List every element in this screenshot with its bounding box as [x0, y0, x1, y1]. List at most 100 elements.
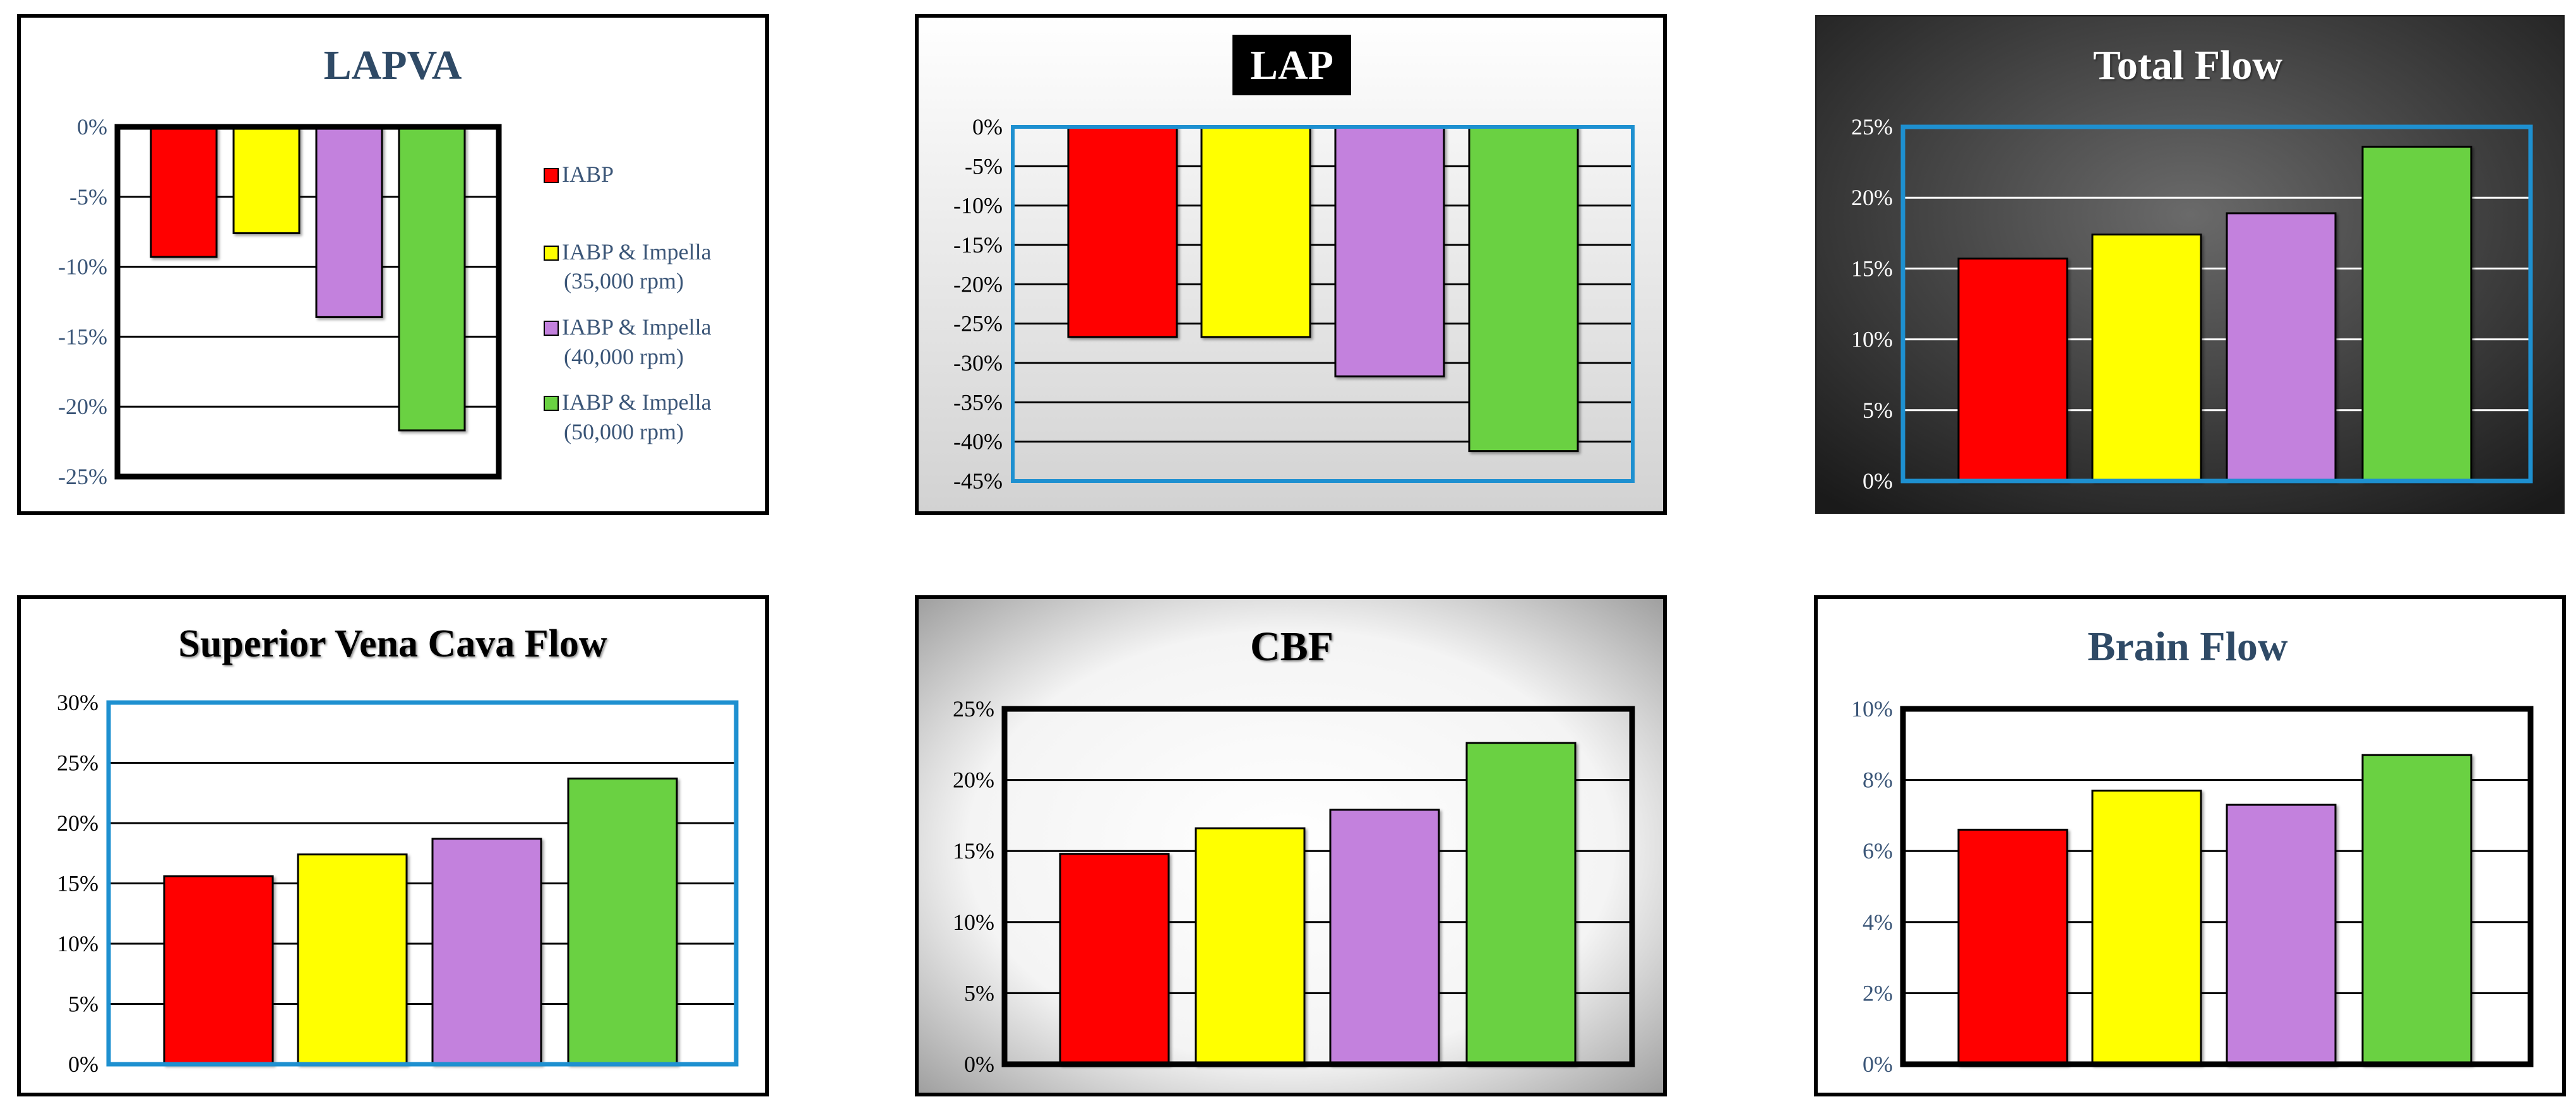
cbf-plot-area: [1001, 706, 1635, 1067]
lap-tick-label: -5%: [965, 153, 1003, 179]
total-flow-tick-label: 25%: [1851, 114, 1893, 140]
brain-flow-tick-label: 2%: [1863, 980, 1893, 1006]
legend-label-impella40: IABP & Impella: [562, 314, 712, 340]
lapva-tick-label: -15%: [58, 324, 107, 349]
legend-label-impella50: IABP & Impella: [562, 389, 712, 415]
lapva-panel: LAPVA 0% -5% -10% -15% -20% -25% IABP IABP & …: [17, 14, 769, 515]
svc-flow-bar-impella50: [567, 777, 678, 1066]
lap-bar-iabp: [1067, 126, 1178, 338]
svc-flow-y-axis: 0% 5% 10% 15% 20% 25% 30%: [57, 690, 98, 1077]
lapva-tick-label: -10%: [58, 254, 107, 280]
lapva-frame: [17, 14, 769, 515]
total-flow-plot-area: [1900, 124, 2533, 484]
brain-flow-y-axis: 0% 2% 4% 6% 8% 10%: [1851, 696, 1893, 1077]
lapva-bar-iabp: [150, 126, 218, 258]
svc-flow-tick-label: 30%: [57, 690, 98, 715]
total-flow-y-axis: 0% 5% 10% 15% 20% 25%: [1851, 114, 1893, 494]
cbf-bar-impella35: [1195, 827, 1306, 1066]
svc-flow-bar-impella35: [297, 853, 408, 1066]
legend-sublabel-impella50: (50,000 rpm): [564, 419, 684, 444]
total-flow-tick-label: 20%: [1851, 185, 1893, 210]
cbf-tick-label: 0%: [964, 1052, 994, 1077]
lap-tick-label: -15%: [953, 232, 1003, 258]
legend-item-iabp: IABP: [544, 162, 614, 187]
lapva-y-axis: 0% -5% -10% -15% -20% -25%: [58, 114, 107, 489]
brain-flow-panel: Brain Flow 0% 2% 4% 6% 8% 10%: [1814, 595, 2566, 1096]
brain-flow-plot-area: [1900, 706, 2534, 1067]
svc-flow-plot-area: [106, 700, 739, 1067]
cbf-bar-iabp: [1059, 853, 1170, 1066]
svc-flow-title: Superior Vena Cava Flow: [178, 622, 607, 665]
total-flow-title: Total Flow: [2093, 42, 2282, 88]
legend-label-iabp: IABP: [562, 162, 614, 187]
svc-flow-bar-impella40: [431, 838, 542, 1066]
cbf-bar-impella50: [1465, 742, 1577, 1066]
lap-bar-impella35: [1200, 126, 1311, 338]
lap-tick-label: -35%: [953, 389, 1003, 415]
lap-panel: LAP 0% -5% -10% -15% -20% -25% -30% -35% -40% -45…: [915, 14, 1667, 515]
lap-title-box: [1232, 35, 1351, 95]
svc-flow-tick-label: 25%: [57, 751, 98, 776]
brain-flow-tick-label: 10%: [1851, 696, 1893, 721]
lap-tick-label: -10%: [953, 193, 1003, 218]
lap-tick-label: -45%: [953, 468, 1003, 494]
svc-flow-tick-label: 5%: [68, 992, 98, 1017]
svc-flow-tick-label: 20%: [57, 810, 98, 836]
legend-swatch-iabp: [544, 168, 559, 183]
cbf-tick-label: 5%: [964, 980, 994, 1006]
brain-flow-tick-label: 6%: [1863, 838, 1893, 864]
total-flow-bar-impella40: [2226, 212, 2337, 482]
svc-flow-tick-label: 15%: [57, 871, 98, 896]
lapva-tick-label: -25%: [58, 464, 107, 489]
lapva-bar-impella50: [398, 126, 466, 432]
total-flow-tick-label: 15%: [1851, 256, 1893, 281]
legend-swatch-impella35: [544, 246, 559, 261]
lapva-tick-label: -20%: [58, 394, 107, 419]
total-flow-bar-impella50: [2361, 145, 2472, 482]
brain-flow-tick-label: 0%: [1863, 1052, 1893, 1077]
total-flow-tick-label: 10%: [1851, 327, 1893, 352]
lap-tick-label: 0%: [972, 114, 1003, 140]
lap-y-axis: 0% -5% -10% -15% -20% -25% -30% -35% -40% -45%: [953, 114, 1003, 494]
cbf-tick-label: 20%: [953, 768, 994, 793]
brain-flow-tick-label: 4%: [1863, 910, 1893, 935]
brain-flow-title: Brain Flow: [2087, 624, 2288, 670]
brain-flow-tick-label: 8%: [1863, 768, 1893, 793]
lap-bar-impella50: [1468, 126, 1579, 453]
svc-flow-tick-label: 0%: [68, 1052, 98, 1077]
brain-flow-bar-impella35: [2091, 789, 2202, 1066]
brain-flow-bar-iabp: [1957, 828, 2068, 1066]
lapva-plot-area: [114, 124, 502, 480]
svc-flow-bar-iabp: [163, 875, 274, 1066]
lapva-bar-impella35: [232, 126, 301, 234]
legend-sublabel-impella35: (35,000 rpm): [564, 268, 684, 294]
lap-plot-area: [1011, 125, 1635, 483]
lap-tick-label: -30%: [953, 350, 1003, 376]
lap-title: LAP: [1250, 42, 1333, 88]
total-flow-panel: Total Flow 0% 5% 10% 15% 20% 25%: [1815, 15, 2565, 514]
total-flow-bar-iabp: [1957, 258, 2068, 482]
total-flow-tick-label: 0%: [1863, 468, 1893, 494]
brain-flow-bar-impella40: [2226, 804, 2337, 1066]
total-flow-tick-label: 5%: [1863, 398, 1893, 423]
lap-tick-label: -40%: [953, 429, 1003, 454]
legend: IABP IABP & Impella (35,000 rpm) IABP & …: [544, 162, 712, 444]
brain-flow-bar-impella50: [2361, 754, 2472, 1066]
legend-label-impella35: IABP & Impella: [562, 239, 712, 264]
lap-bar-impella40: [1334, 126, 1445, 377]
svc-flow-tick-label: 10%: [57, 931, 98, 956]
legend-sublabel-impella40: (40,000 rpm): [564, 344, 684, 369]
total-flow-bar-impella35: [2091, 234, 2202, 482]
legend-item-impella50: IABP & Impella (50,000 rpm): [544, 389, 712, 444]
lapva-tick-label: 0%: [77, 114, 107, 140]
legend-swatch-impella50: [544, 396, 559, 411]
cbf-tick-label: 25%: [953, 696, 994, 721]
lapva-bar-impella40: [315, 126, 383, 318]
lapva-tick-label: -5%: [69, 184, 107, 210]
svc-flow-panel: Superior Vena Cava Flow 0% 5% 10% 15% 20% 25%…: [17, 595, 769, 1096]
legend-swatch-impella40: [544, 321, 559, 336]
cbf-y-axis: 0% 5% 10% 15% 20% 25%: [953, 696, 994, 1077]
cbf-title: CBF: [1250, 624, 1333, 670]
cbf-bar-impella40: [1329, 809, 1440, 1066]
